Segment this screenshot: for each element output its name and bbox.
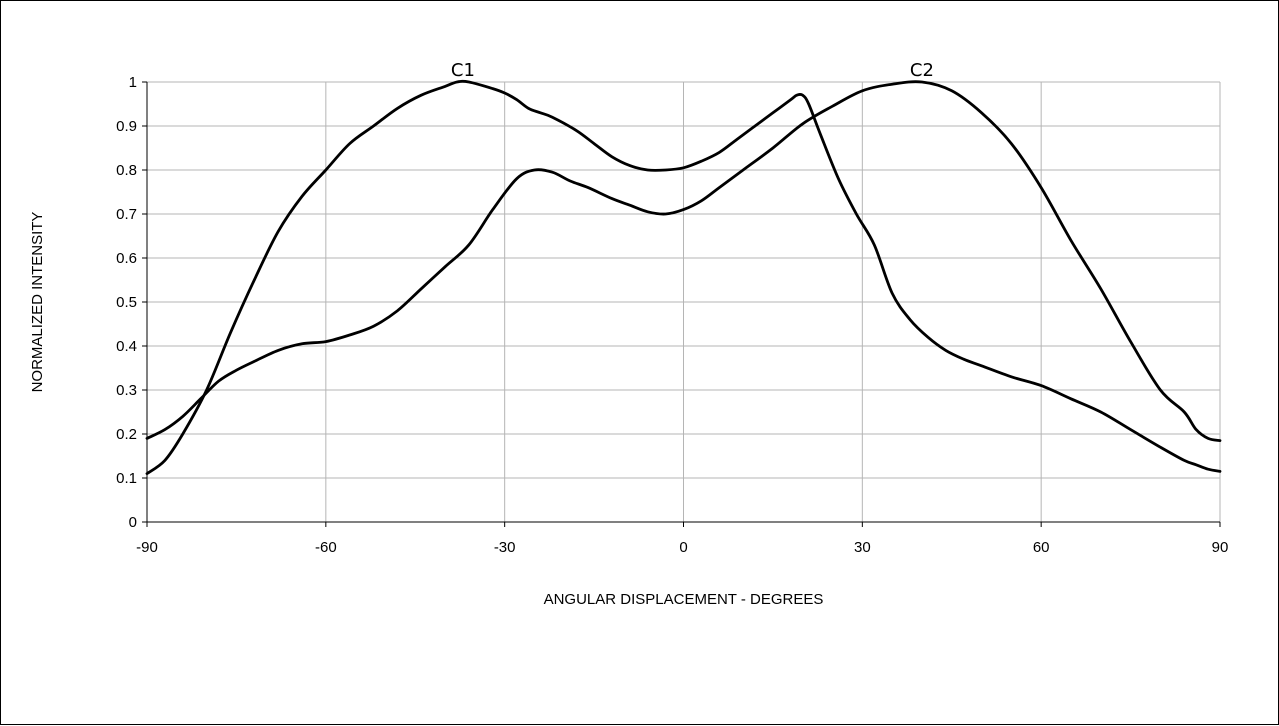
- y-tick-label: 0.5: [116, 294, 137, 311]
- y-tick-label: 0.7: [116, 206, 137, 223]
- x-tick-label: -30: [494, 539, 516, 556]
- grid-layer: [147, 81, 1221, 522]
- x-tick-label: 0: [679, 539, 687, 556]
- curve-label-c2: C2: [910, 60, 934, 81]
- y-tick-label: 0.9: [116, 118, 137, 135]
- x-tick-label: 60: [1033, 539, 1050, 556]
- y-tick-label: 0: [129, 514, 137, 531]
- y-tick-label: 0.4: [116, 338, 137, 355]
- x-axis-title: ANGULAR DISPLACEMENT - DEGREES: [544, 591, 824, 608]
- y-tick-label: 0.1: [116, 470, 137, 487]
- curve-label-c1: C1: [451, 60, 475, 81]
- y-axis-title: NORMALIZED INTENSITY: [29, 212, 46, 393]
- x-tick-label: 30: [854, 539, 871, 556]
- y-tick-label: 0.2: [116, 426, 137, 443]
- x-tick-label: 90: [1212, 539, 1229, 556]
- tick-layer: 0 0.1 0.2 0.3 0.4 0.5 0.6 0.7 0.8 0.9 1 -90 -60 -30 0 3…: [116, 74, 1228, 556]
- y-tick-label: 0.3: [116, 382, 137, 399]
- x-tick-label: -90: [136, 539, 158, 556]
- series-line-2: [145, 80, 1222, 442]
- y-tick-label: 1: [129, 74, 137, 91]
- x-tick-label: -60: [315, 539, 337, 556]
- y-tick-label: 0.6: [116, 250, 137, 267]
- series-line-1: [145, 79, 1222, 475]
- annotation-layer: C1 C2: [451, 60, 934, 81]
- y-tick-label: 0.8: [116, 162, 137, 179]
- series-layer: [145, 79, 1222, 475]
